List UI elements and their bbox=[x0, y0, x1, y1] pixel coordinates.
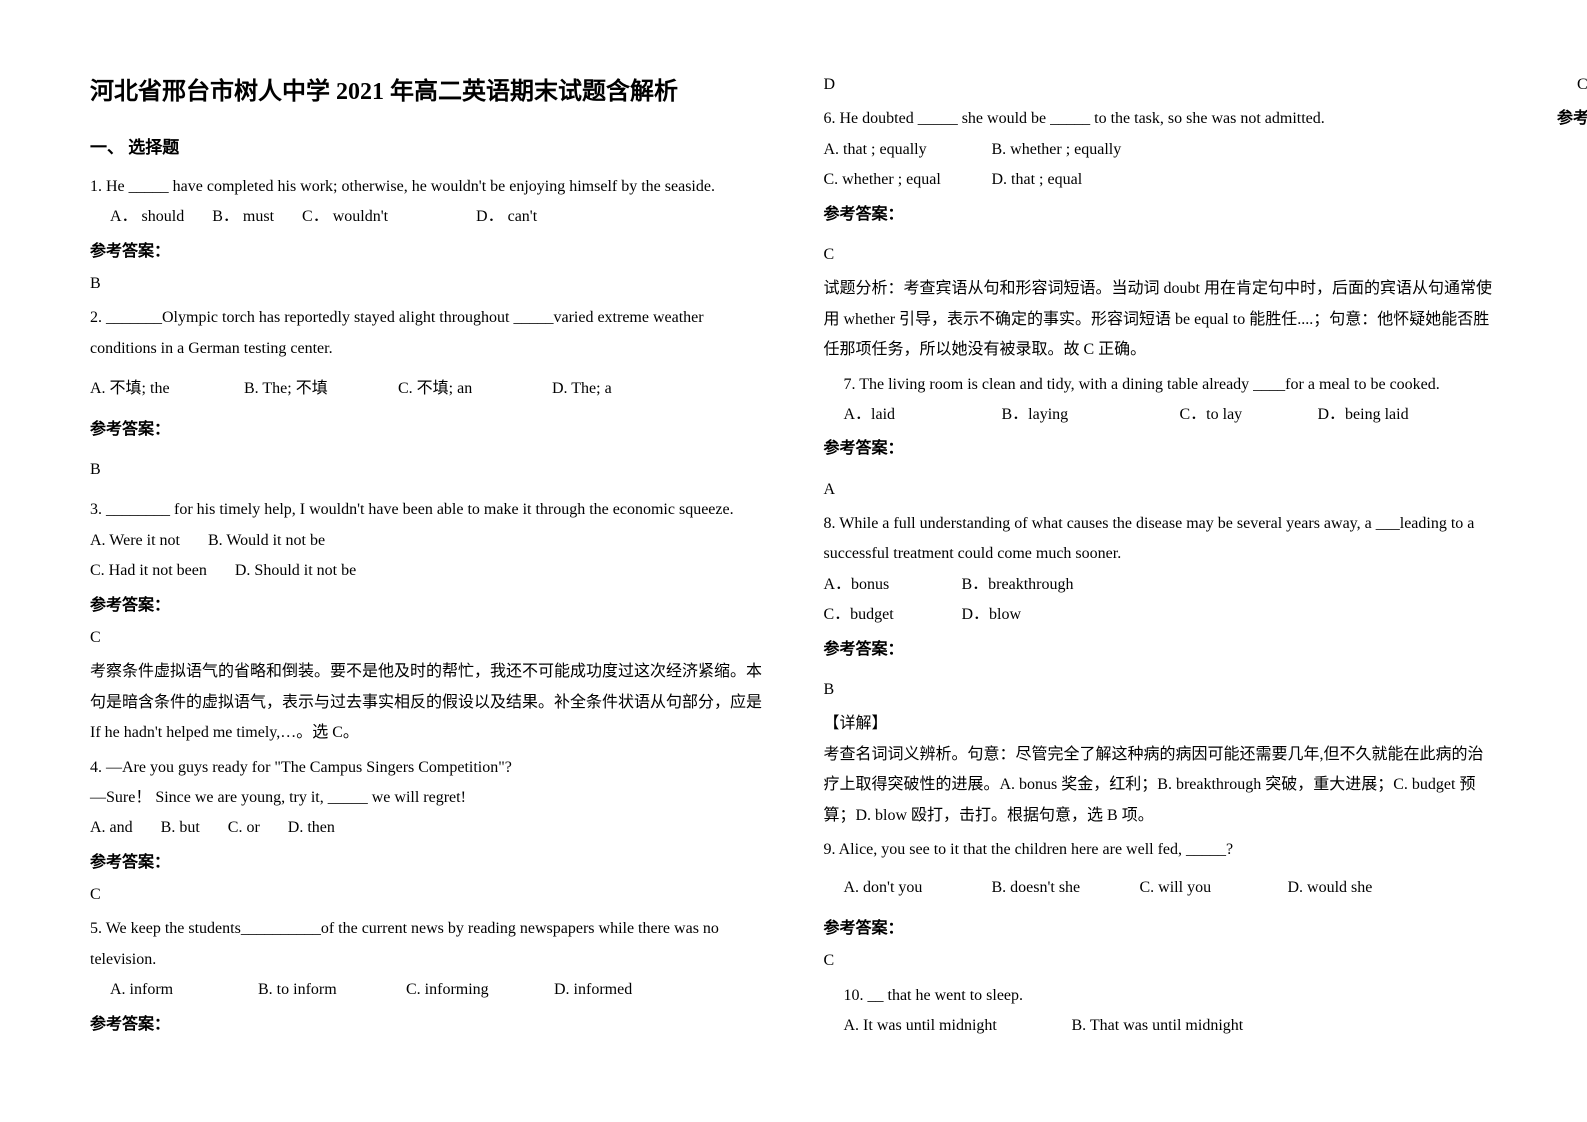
q10-text: 10. __ that he went to sleep. bbox=[844, 981, 1498, 1011]
answer-label: 参考答案： bbox=[90, 591, 764, 621]
section-heading: 一、 选择题 bbox=[90, 132, 764, 164]
q10-opt-b: B. That was until midnight bbox=[1072, 1011, 1244, 1041]
q6-text: 6. He doubted _____ she would be _____ t… bbox=[824, 104, 1498, 134]
answer-label: 参考答案： bbox=[824, 200, 1498, 230]
q1-opt-c: C． wouldn't bbox=[302, 202, 388, 232]
q6-explanation: 试题分析：考查宾语从句和形容词短语。当动词 doubt 用在肯定句中时，后面的宾… bbox=[824, 274, 1498, 365]
q8-opt-c: C．budget bbox=[824, 600, 934, 630]
q8-answer: B bbox=[824, 675, 1498, 705]
q2-opt-b: B. The; 不填 bbox=[244, 374, 394, 404]
q7-options: A．laid B．laying C．to lay D．being laid bbox=[844, 400, 1498, 430]
q1-opt-b: B． must bbox=[212, 202, 274, 232]
answer-label: 参考答案： bbox=[90, 237, 764, 267]
q3-answer: C bbox=[90, 623, 764, 653]
question-7: 7. The living room is clean and tidy, wi… bbox=[824, 370, 1498, 431]
q2-options: A. 不填; the B. The; 不填 C. 不填; an D. The; … bbox=[90, 374, 764, 404]
q3-opt-a: A. Were it not bbox=[90, 526, 180, 556]
question-4: 4. —Are you guys ready for "The Campus S… bbox=[90, 753, 764, 844]
question-1: 1. He _____ have completed his work; oth… bbox=[90, 172, 764, 233]
q10-opt-c: C. It was not until midnight bbox=[1577, 70, 1587, 100]
q4-opt-b: B. but bbox=[161, 813, 200, 843]
q5-text: 5. We keep the students__________of the … bbox=[90, 914, 764, 975]
q7-answer: A bbox=[824, 475, 1498, 505]
q8-exp-label: 【详解】 bbox=[824, 709, 1498, 739]
q4-answer: C bbox=[90, 880, 764, 910]
q9-opt-b: B. doesn't she bbox=[992, 873, 1112, 903]
q9-options: A. don't you B. doesn't she C. will you … bbox=[824, 873, 1498, 903]
q4-opt-a: A. and bbox=[90, 813, 133, 843]
question-3: 3. ________ for his timely help, I would… bbox=[90, 495, 764, 586]
doc-title: 河北省邢台市树人中学 2021 年高二英语期末试题含解析 bbox=[90, 70, 764, 116]
q8-row1: A．bonus B．breakthrough bbox=[824, 570, 1498, 600]
q4-opt-c: C. or bbox=[228, 813, 260, 843]
q3-text: 3. ________ for his timely help, I would… bbox=[90, 495, 764, 525]
answer-label: 参考答案： bbox=[1557, 104, 1587, 134]
q3-opt-c: C. Had it not been bbox=[90, 556, 207, 586]
q4-opt-d: D. then bbox=[288, 813, 335, 843]
answer-label: 参考答案： bbox=[824, 914, 1498, 944]
answer-label: 参考答案： bbox=[90, 848, 764, 878]
q7-text: 7. The living room is clean and tidy, wi… bbox=[844, 370, 1498, 400]
q8-explanation: 考查名词词义辨析。句意：尽管完全了解这种病的病因可能还需要几年,但不久就能在此病… bbox=[824, 740, 1498, 831]
q4-line2: —Sure！ Since we are young, try it, _____… bbox=[90, 783, 764, 813]
q10-row1: A. It was until midnight B. That was unt… bbox=[844, 1011, 1498, 1041]
q3-opt-d: D. Should it not be bbox=[235, 556, 356, 586]
q9-answer: C bbox=[824, 946, 1498, 976]
q7-opt-a: A．laid bbox=[844, 400, 974, 430]
q9-opt-d: D. would she bbox=[1288, 873, 1373, 903]
q5-opt-b: B. to inform bbox=[258, 975, 378, 1005]
answer-label: 参考答案： bbox=[90, 415, 764, 445]
q1-options: A． should B． must C． wouldn't D． can't bbox=[90, 202, 764, 232]
q2-text: 2. _______Olympic torch has reportedly s… bbox=[90, 303, 764, 364]
q3-row1: A. Were it not B. Would it not be bbox=[90, 526, 764, 556]
q3-row2: C. Had it not been D. Should it not be bbox=[90, 556, 764, 586]
q10-opt-a: A. It was until midnight bbox=[844, 1011, 1044, 1041]
q5-opt-c: C. informing bbox=[406, 975, 526, 1005]
q10-row2: C. It was not until midnight D. That was… bbox=[1577, 70, 1587, 100]
q1-opt-d: D． can't bbox=[476, 202, 537, 232]
q7-opt-b: B．laying bbox=[1002, 400, 1152, 430]
q8-opt-b: B．breakthrough bbox=[962, 570, 1074, 600]
q8-text: 8. While a full understanding of what ca… bbox=[824, 509, 1498, 570]
q3-explanation: 考察条件虚拟语气的省略和倒装。要不是他及时的帮忙，我还不可能成功度过这次经济紧缩… bbox=[90, 657, 764, 748]
q1-text: 1. He _____ have completed his work; oth… bbox=[90, 172, 764, 202]
q5-options: A. inform B. to inform C. informing D. i… bbox=[90, 975, 764, 1005]
question-6: 6. He doubted _____ she would be _____ t… bbox=[824, 104, 1498, 195]
q5-opt-d: D. informed bbox=[554, 975, 632, 1005]
q8-row2: C．budget D．blow bbox=[824, 600, 1498, 630]
q8-opt-d: D．blow bbox=[962, 600, 1022, 630]
q4-line1: 4. —Are you guys ready for "The Campus S… bbox=[90, 753, 764, 783]
q6-answer: C bbox=[824, 240, 1498, 270]
q2-opt-c: C. 不填; an bbox=[398, 374, 548, 404]
q6-opt-c: C. whether ; equal bbox=[824, 165, 964, 195]
q3-opt-b: B. Would it not be bbox=[208, 526, 325, 556]
q6-opt-d: D. that ; equal bbox=[992, 165, 1083, 195]
q4-options: A. and B. but C. or D. then bbox=[90, 813, 764, 843]
q1-opt-a: A． should bbox=[110, 202, 184, 232]
q7-opt-d: D．being laid bbox=[1318, 400, 1409, 430]
question-2: 2. _______Olympic torch has reportedly s… bbox=[90, 303, 764, 364]
q6-opt-b: B. whether ; equally bbox=[992, 135, 1122, 165]
q6-row2: C. whether ; equal D. that ; equal bbox=[824, 165, 1498, 195]
q9-text: 9. Alice, you see to it that the childre… bbox=[824, 835, 1498, 865]
q2-answer: B bbox=[90, 455, 764, 485]
question-8: 8. While a full understanding of what ca… bbox=[824, 509, 1498, 631]
answer-label: 参考答案： bbox=[90, 1010, 764, 1040]
q8-opt-a: A．bonus bbox=[824, 570, 934, 600]
answer-label: 参考答案： bbox=[824, 635, 1498, 665]
q2-opt-d: D. The; a bbox=[552, 374, 702, 404]
q1-answer: B bbox=[90, 269, 764, 299]
q5-answer: D bbox=[824, 70, 1498, 100]
answer-label: 参考答案： bbox=[824, 434, 1498, 464]
q6-opt-a: A. that ; equally bbox=[824, 135, 964, 165]
q6-row1: A. that ; equally B. whether ; equally bbox=[824, 135, 1498, 165]
question-9: 9. Alice, you see to it that the childre… bbox=[824, 835, 1498, 904]
question-5: 5. We keep the students__________of the … bbox=[90, 914, 764, 1005]
q5-opt-a: A. inform bbox=[110, 975, 230, 1005]
q9-opt-a: A. don't you bbox=[844, 873, 964, 903]
q9-opt-c: C. will you bbox=[1140, 873, 1260, 903]
q7-opt-c: C．to lay bbox=[1180, 400, 1290, 430]
q2-opt-a: A. 不填; the bbox=[90, 374, 240, 404]
